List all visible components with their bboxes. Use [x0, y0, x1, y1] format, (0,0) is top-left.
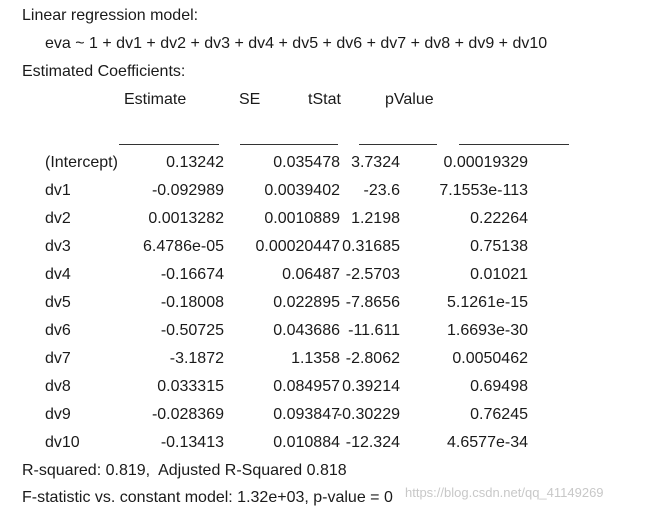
row-se: 1.1358	[291, 350, 340, 367]
table-row: dv5 -0.18008 0.022895 -7.8656 5.1261e-15	[0, 293, 651, 321]
row-estimate: 6.4786e-05	[143, 238, 224, 255]
row-tstat: 1.2198	[351, 210, 400, 227]
row-name: dv3	[45, 238, 71, 255]
row-tstat: -23.6	[363, 182, 400, 199]
row-se: 0.010884	[273, 434, 340, 451]
header-rule-estimate	[119, 144, 219, 146]
row-se: 0.00020447	[255, 238, 340, 255]
row-name: dv5	[45, 294, 71, 311]
row-name: dv1	[45, 182, 71, 199]
table-row: dv6 -0.50725 0.043686 -11.611 1.6693e-30	[0, 321, 651, 349]
column-header-tstat: tStat	[308, 91, 341, 108]
row-pvalue: 0.0050462	[452, 350, 528, 367]
row-tstat: -2.8062	[345, 350, 400, 367]
row-name: dv2	[45, 210, 71, 227]
row-se: 0.022895	[273, 294, 340, 311]
table-row: dv2 0.0013282 0.0010889 1.2198 0.22264	[0, 209, 651, 237]
row-estimate: 0.033315	[157, 378, 224, 395]
table-row: dv1 -0.092989 0.0039402 -23.6 7.1553e-11…	[0, 181, 651, 209]
row-estimate: 0.13242	[166, 154, 224, 171]
r-squared-line: R-squared: 0.819, Adjusted R-Squared 0.8…	[22, 462, 347, 479]
header-rule-tstat	[359, 144, 437, 146]
row-tstat: 0.39214	[342, 378, 400, 395]
row-estimate: -0.16674	[160, 266, 224, 283]
row-pvalue: 4.6577e-34	[447, 434, 528, 451]
row-name: dv4	[45, 266, 71, 283]
watermark-url: https://blog.csdn.net/qq_41149269	[405, 485, 604, 500]
f-statistic-line: F-statistic vs. constant model: 1.32e+03…	[22, 489, 393, 506]
row-pvalue: 0.75138	[470, 238, 528, 255]
header-rule-pvalue	[459, 144, 569, 146]
row-tstat: -7.8656	[345, 294, 400, 311]
row-pvalue: 0.01021	[470, 266, 528, 283]
table-row: dv7 -3.1872 1.1358 -2.8062 0.0050462	[0, 349, 651, 377]
row-estimate: -0.092989	[151, 182, 224, 199]
row-pvalue: 7.1553e-113	[439, 182, 528, 199]
row-se: 0.084957	[273, 378, 340, 395]
row-estimate: -0.13413	[160, 434, 224, 451]
coefficients-title: Estimated Coefficients:	[22, 63, 186, 80]
row-se: 0.06487	[282, 266, 340, 283]
table-row: dv4 -0.16674 0.06487 -2.5703 0.01021	[0, 265, 651, 293]
table-row: dv3 6.4786e-05 0.00020447 0.31685 0.7513…	[0, 237, 651, 265]
row-name: dv9	[45, 406, 71, 423]
row-se: 0.0039402	[264, 182, 340, 199]
model-formula: eva ~ 1 + dv1 + dv2 + dv3 + dv4 + dv5 + …	[45, 35, 548, 52]
row-name: dv10	[45, 434, 80, 451]
header-rule-se	[240, 144, 338, 146]
row-pvalue: 0.00019329	[443, 154, 528, 171]
row-name: dv6	[45, 322, 71, 339]
row-estimate: -0.028369	[151, 406, 224, 423]
table-row: dv9 -0.028369 0.093847 -0.30229 0.76245	[0, 405, 651, 433]
row-pvalue: 5.1261e-15	[447, 294, 528, 311]
column-header-se: SE	[239, 91, 261, 108]
table-row: dv10 -0.13413 0.010884 -12.324 4.6577e-3…	[0, 433, 651, 461]
row-tstat: -12.324	[345, 434, 400, 451]
column-header-pvalue: pValue	[385, 91, 434, 108]
row-estimate: 0.0013282	[148, 210, 224, 227]
row-name: dv8	[45, 378, 71, 395]
row-tstat: -0.30229	[336, 406, 400, 423]
row-name: dv7	[45, 350, 71, 367]
row-pvalue: 1.6693e-30	[447, 322, 528, 339]
row-tstat: -2.5703	[345, 266, 400, 283]
column-header-estimate: Estimate	[124, 91, 187, 108]
row-se: 0.043686	[273, 322, 340, 339]
row-tstat: -11.611	[348, 322, 400, 339]
table-row: dv8 0.033315 0.084957 0.39214 0.69498	[0, 377, 651, 405]
row-se: 0.0010889	[264, 210, 340, 227]
row-se: 0.035478	[273, 154, 340, 171]
row-name: (Intercept)	[45, 154, 118, 171]
row-estimate: -0.18008	[160, 294, 224, 311]
row-se: 0.093847	[273, 406, 340, 423]
row-estimate: -3.1872	[169, 350, 224, 367]
row-pvalue: 0.69498	[470, 378, 528, 395]
row-pvalue: 0.76245	[470, 406, 528, 423]
table-row: (Intercept) 0.13242 0.035478 3.7324 0.00…	[0, 153, 651, 181]
row-pvalue: 0.22264	[470, 210, 528, 227]
row-estimate: -0.50725	[160, 322, 224, 339]
row-tstat: 0.31685	[342, 238, 400, 255]
model-title: Linear regression model:	[22, 7, 199, 24]
row-tstat: 3.7324	[351, 154, 400, 171]
